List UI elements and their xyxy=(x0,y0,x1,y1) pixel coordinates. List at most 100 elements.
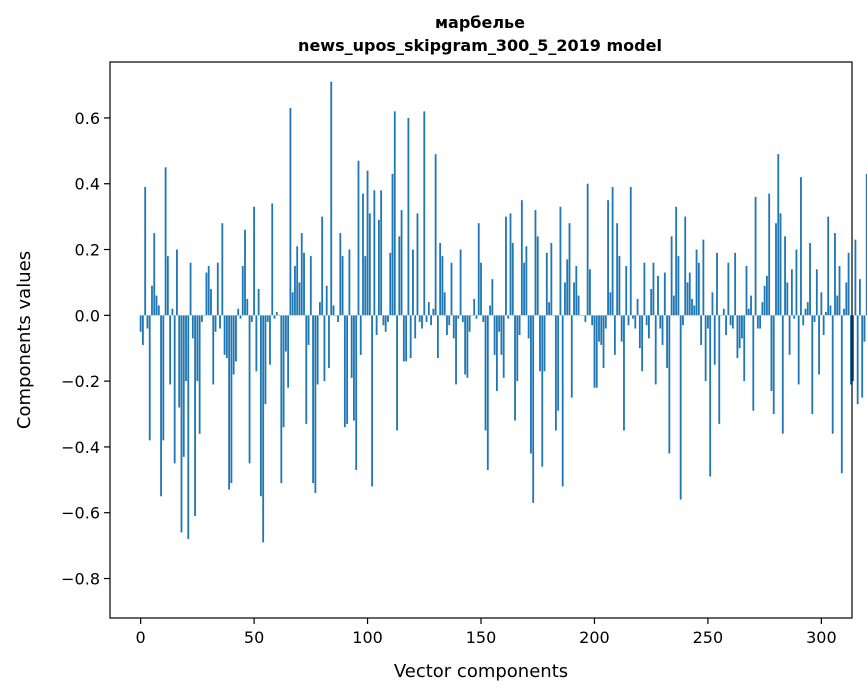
bar-148 xyxy=(475,315,478,319)
bar-44 xyxy=(239,315,242,319)
bar-268 xyxy=(747,308,750,316)
bar-147 xyxy=(473,298,476,316)
bar-67 xyxy=(291,292,294,316)
plot-frame xyxy=(109,61,853,619)
bar-74 xyxy=(307,315,310,345)
bar-26 xyxy=(198,315,201,434)
bar-207 xyxy=(609,292,612,316)
bar-267 xyxy=(745,265,748,316)
bar-223 xyxy=(645,315,648,326)
bar-20 xyxy=(185,315,187,382)
bar-76 xyxy=(312,315,314,484)
bar-247 xyxy=(700,315,703,345)
bar-79 xyxy=(318,302,321,316)
bar-121 xyxy=(414,315,417,339)
bar-253 xyxy=(713,315,716,365)
bar-234 xyxy=(670,236,673,316)
bar-54 xyxy=(262,315,265,543)
bar-21 xyxy=(187,315,190,540)
bar-12 xyxy=(166,256,169,316)
bar-3 xyxy=(146,315,149,329)
bar-315 xyxy=(854,239,857,316)
y-tick-label: −0.2 xyxy=(61,372,100,391)
bar-250 xyxy=(707,315,709,329)
bar-217 xyxy=(632,315,634,319)
bar-22 xyxy=(189,262,192,316)
bar-306 xyxy=(834,233,836,316)
bar-156 xyxy=(493,315,496,355)
bar-197 xyxy=(586,183,589,316)
bar-176 xyxy=(539,315,541,372)
bar-189 xyxy=(568,223,571,316)
bar-293 xyxy=(804,308,807,316)
bar-2 xyxy=(144,187,147,316)
bar-63 xyxy=(282,315,285,428)
bar-102 xyxy=(371,315,373,487)
bar-64 xyxy=(284,315,287,352)
bar-30 xyxy=(207,265,210,316)
bar-101 xyxy=(368,213,371,316)
bar-248 xyxy=(702,239,705,316)
bar-233 xyxy=(668,315,671,454)
bar-179 xyxy=(545,252,548,316)
bar-43 xyxy=(237,308,240,316)
bar-32 xyxy=(212,315,215,385)
bar-46 xyxy=(244,229,246,316)
bar-314 xyxy=(852,315,855,382)
bar-42 xyxy=(235,315,237,362)
bar-265 xyxy=(741,315,743,339)
bar-93 xyxy=(350,315,353,378)
bar-129 xyxy=(432,308,435,316)
bar-177 xyxy=(541,315,544,467)
bar-271 xyxy=(754,196,757,316)
bar-155 xyxy=(491,279,494,316)
bar-10 xyxy=(162,315,165,441)
bar-295 xyxy=(809,242,811,316)
bar-235 xyxy=(672,295,675,316)
bar-201 xyxy=(595,315,598,388)
bar-297 xyxy=(813,315,816,322)
x-tick-label: 150 xyxy=(466,628,497,647)
bar-188 xyxy=(566,259,569,316)
bar-171 xyxy=(527,315,530,339)
bar-141 xyxy=(459,249,462,316)
bar-320 xyxy=(865,173,867,316)
bar-48 xyxy=(248,315,251,464)
bar-66 xyxy=(289,108,292,316)
bar-29 xyxy=(205,272,208,316)
bar-299 xyxy=(818,315,821,375)
bar-166 xyxy=(516,315,519,382)
bar-208 xyxy=(611,187,614,316)
bar-307 xyxy=(836,295,839,316)
bar-270 xyxy=(752,315,755,411)
bar-88 xyxy=(339,233,342,316)
bar-281 xyxy=(777,154,780,316)
bar-311 xyxy=(845,282,848,316)
bar-263 xyxy=(736,315,739,359)
bar-92 xyxy=(348,249,351,316)
bar-100 xyxy=(366,170,369,316)
bar-222 xyxy=(643,262,646,316)
bar-80 xyxy=(321,216,324,316)
bar-164 xyxy=(511,242,514,316)
bar-258 xyxy=(725,315,727,336)
bar-200 xyxy=(593,315,596,388)
bar-221 xyxy=(641,315,644,372)
bar-160 xyxy=(502,315,505,378)
bar-262 xyxy=(734,252,737,316)
bar-303 xyxy=(827,216,830,316)
bar-206 xyxy=(607,200,609,316)
bar-244 xyxy=(693,305,696,316)
bar-1 xyxy=(141,315,144,345)
x-tick-label: 0 xyxy=(136,628,146,647)
bar-38 xyxy=(225,315,228,359)
bar-27 xyxy=(200,315,203,322)
bar-319 xyxy=(863,315,866,342)
bar-170 xyxy=(525,246,528,316)
bar-232 xyxy=(666,315,668,368)
bar-95 xyxy=(355,315,358,470)
bar-205 xyxy=(604,315,607,329)
bar-145 xyxy=(468,315,471,332)
bar-158 xyxy=(498,315,501,332)
